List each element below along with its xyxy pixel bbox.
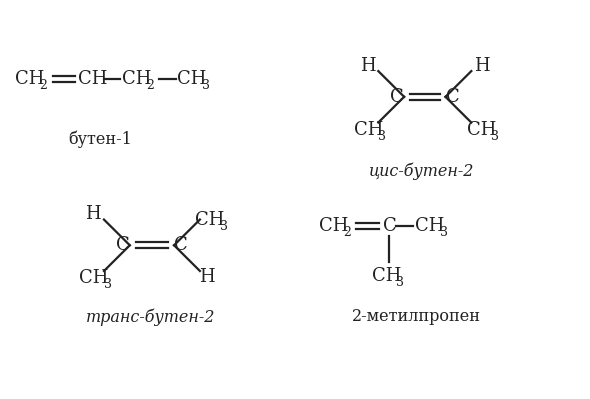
Text: H: H xyxy=(474,57,490,75)
Text: CH: CH xyxy=(177,70,206,88)
Text: бутен-1: бутен-1 xyxy=(68,131,132,148)
Text: 2: 2 xyxy=(40,79,47,92)
Text: CH: CH xyxy=(122,70,151,88)
Text: 3: 3 xyxy=(202,79,210,92)
Text: H: H xyxy=(199,268,215,286)
Text: C: C xyxy=(390,88,404,106)
Text: 3: 3 xyxy=(220,219,228,233)
Text: CH: CH xyxy=(415,217,445,235)
Text: 3: 3 xyxy=(396,276,405,289)
Text: 3: 3 xyxy=(491,130,499,142)
Text: 2: 2 xyxy=(146,79,154,92)
Text: C: C xyxy=(116,236,130,254)
Text: CH: CH xyxy=(372,267,401,285)
Text: C: C xyxy=(174,236,188,254)
Text: 3: 3 xyxy=(440,226,448,239)
Text: C: C xyxy=(384,217,397,235)
Text: CH: CH xyxy=(78,70,107,88)
Text: 3: 3 xyxy=(104,278,112,291)
Text: CH: CH xyxy=(467,120,496,138)
Text: 3: 3 xyxy=(378,130,386,142)
Text: H: H xyxy=(86,205,101,223)
Text: CH: CH xyxy=(15,70,44,88)
Text: цис-бутен-2: цис-бутен-2 xyxy=(369,162,474,180)
Text: CH: CH xyxy=(353,120,383,138)
Text: CH: CH xyxy=(79,269,109,287)
Text: транс-бутен-2: транс-бутен-2 xyxy=(86,308,215,326)
Text: CH: CH xyxy=(319,217,348,235)
Text: CH: CH xyxy=(195,211,225,229)
Text: C: C xyxy=(445,88,460,106)
Text: 2-метилпропен: 2-метилпропен xyxy=(352,308,480,325)
Text: 2: 2 xyxy=(343,226,351,239)
Text: H: H xyxy=(360,57,375,75)
